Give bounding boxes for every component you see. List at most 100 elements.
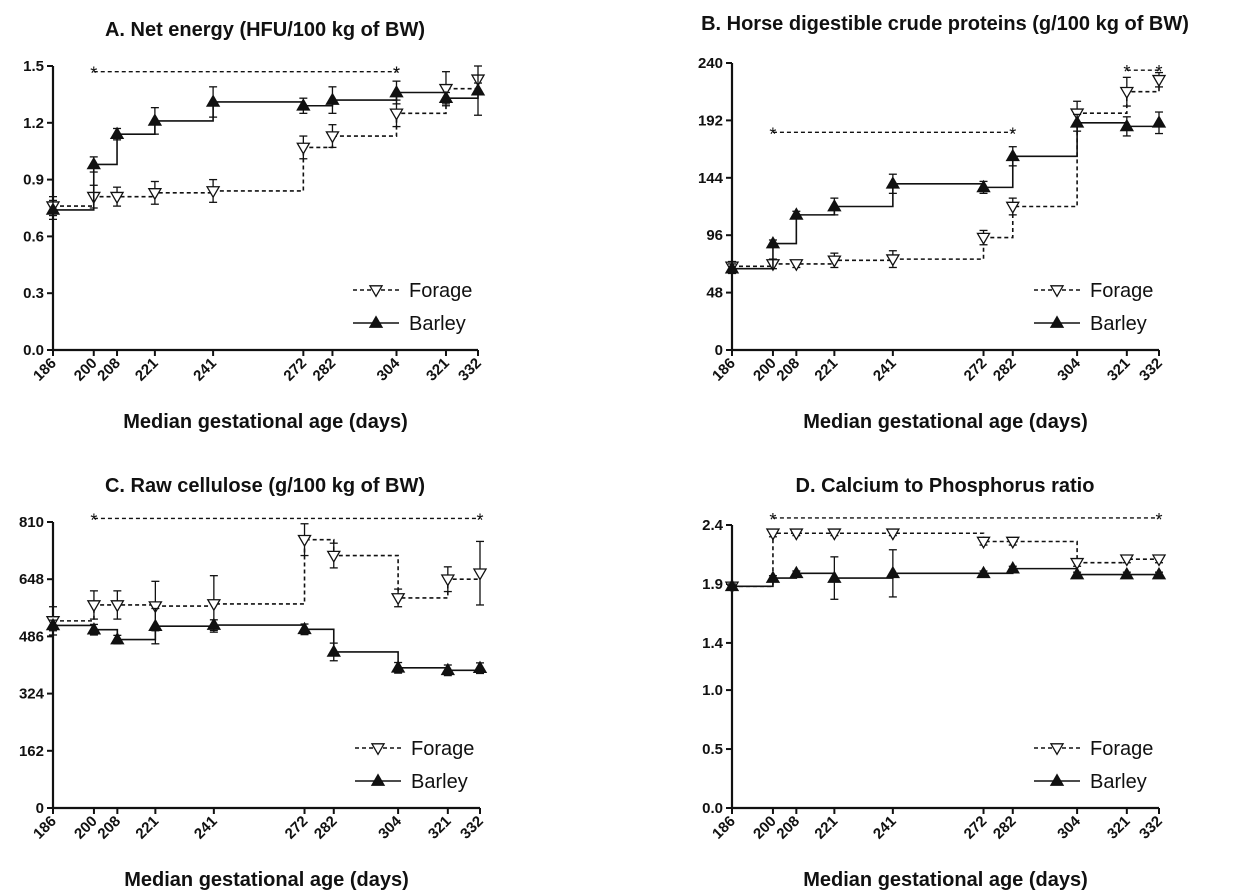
x-tick-label: 304	[374, 354, 404, 384]
data-point-forage	[390, 593, 406, 606]
data-point-forage	[206, 599, 222, 612]
data-point-forage	[1151, 554, 1167, 567]
x-tick-label: 208	[773, 355, 803, 385]
x-axis-label: Median gestational age (days)	[803, 869, 1088, 891]
panel-title: A. Net energy (HFU/100 kg of BW)	[105, 19, 425, 41]
panel-d: D. Calcium to Phosphorus ratio Median ges…	[702, 475, 1167, 891]
panel-a: A. Net energy (HFU/100 kg of BW) Median g…	[23, 19, 486, 433]
data-point-barley	[205, 94, 221, 107]
y-tick-label: 0.3	[23, 285, 44, 302]
panel-title: C. Raw cellulose (g/100 kg of BW)	[105, 475, 425, 497]
x-tick-label: 332	[457, 813, 487, 843]
y-tick-label: 810	[19, 514, 44, 531]
y-tick-label: 1.0	[702, 682, 723, 699]
data-point-barley	[1151, 115, 1167, 128]
series-line-forage	[53, 79, 479, 207]
data-point-forage	[1005, 536, 1020, 550]
significance-star: *	[393, 64, 400, 84]
data-point-forage	[205, 186, 221, 199]
y-tick-label: 1.4	[702, 635, 724, 652]
data-point-barley	[297, 621, 312, 635]
x-tick-label: 282	[990, 813, 1020, 843]
data-point-barley	[724, 578, 740, 592]
data-point-barley	[325, 92, 340, 105]
y-tick-label: 1.9	[702, 576, 723, 593]
y-tick-label: 0	[36, 800, 44, 817]
x-tick-label: 321	[1104, 355, 1134, 385]
legend-label-barley: Barley	[1090, 313, 1147, 335]
legend-marker	[1049, 743, 1065, 756]
x-tick-label: 272	[282, 813, 312, 843]
data-point-forage	[472, 568, 488, 581]
data-point-forage	[765, 528, 781, 541]
data-point-forage	[827, 528, 842, 541]
x-tick-label: 272	[961, 355, 991, 385]
significance-star: *	[769, 124, 776, 144]
y-tick-label: 162	[19, 743, 44, 760]
data-point-forage	[440, 574, 456, 587]
x-axis-label: Median gestational age (days)	[803, 411, 1088, 433]
y-tick-label: 1.2	[23, 115, 44, 132]
significance-star: *	[1155, 62, 1162, 82]
data-point-barley	[1005, 148, 1020, 162]
significance-star: *	[90, 510, 97, 530]
series-line-forage	[732, 79, 1160, 268]
data-point-barley	[789, 207, 804, 220]
data-point-forage	[1005, 201, 1020, 215]
significance-star: *	[90, 64, 97, 84]
data-point-barley	[438, 90, 454, 104]
y-tick-label: 648	[19, 571, 44, 588]
x-tick-label: 304	[1054, 812, 1084, 842]
y-tick-label: 324	[19, 686, 45, 703]
x-axis-label: Median gestational age (days)	[124, 869, 409, 891]
legend-marker	[368, 315, 384, 328]
legend-marker	[368, 285, 384, 298]
significance-star: *	[476, 510, 483, 530]
data-point-barley	[472, 660, 488, 674]
data-point-forage	[1151, 74, 1167, 88]
y-tick-label: 0.0	[23, 342, 44, 359]
legend-label-forage: Forage	[1090, 280, 1153, 302]
legend-marker	[370, 743, 386, 756]
data-point-barley	[976, 565, 991, 579]
y-tick-label: 0.5	[702, 741, 723, 758]
y-tick-label: 96	[706, 227, 723, 244]
x-tick-label: 186	[30, 355, 60, 385]
data-point-barley	[148, 618, 163, 631]
x-tick-label: 272	[280, 355, 310, 385]
data-point-barley	[827, 570, 842, 583]
data-point-barley	[1119, 118, 1135, 132]
y-tick-label: 48	[706, 285, 723, 302]
legend-label-forage: Forage	[1090, 738, 1153, 760]
data-point-forage	[110, 600, 125, 613]
significance-star: *	[769, 510, 776, 530]
x-tick-label: 321	[1104, 813, 1134, 843]
data-point-barley	[765, 570, 781, 583]
data-point-barley	[724, 261, 740, 274]
legend-label-forage: Forage	[411, 738, 474, 760]
x-tick-label: 282	[310, 355, 340, 385]
data-point-barley	[789, 565, 804, 579]
data-point-barley	[109, 126, 125, 139]
x-tick-label: 221	[811, 355, 841, 385]
x-tick-label: 208	[94, 813, 124, 843]
y-tick-label: 2.4	[702, 517, 724, 534]
data-point-forage	[976, 232, 991, 246]
data-point-forage	[147, 188, 163, 201]
y-tick-label: 0.0	[702, 800, 723, 817]
data-point-forage	[789, 259, 804, 272]
data-point-barley	[206, 617, 222, 630]
x-tick-label: 321	[425, 813, 455, 843]
x-tick-label: 221	[811, 813, 841, 843]
y-tick-label: 0.9	[23, 172, 44, 189]
panel-b: B. Horse digestible crude proteins (g/10…	[698, 13, 1189, 433]
data-point-forage	[148, 601, 163, 614]
panel-c: C. Raw cellulose (g/100 kg of BW) Median …	[19, 475, 488, 891]
data-point-forage	[827, 255, 842, 268]
legend-marker	[370, 773, 386, 786]
data-point-barley	[147, 113, 163, 126]
data-point-barley	[827, 198, 842, 212]
data-point-forage	[86, 600, 102, 613]
data-point-forage	[297, 534, 312, 548]
